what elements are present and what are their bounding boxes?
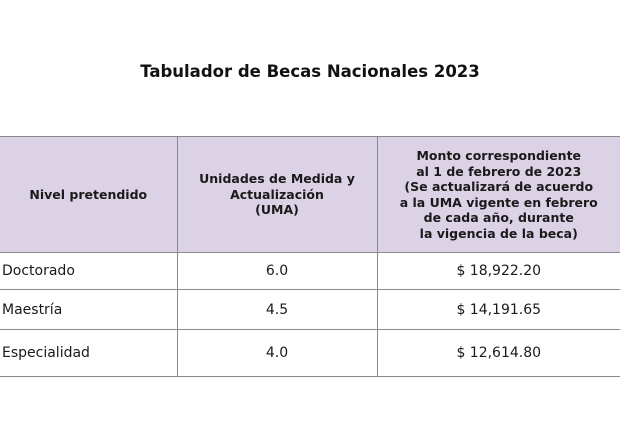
header-monto: Monto correspondiente al 1 de febrero de… <box>376 136 620 253</box>
cell-uma: 6.0 <box>177 252 378 290</box>
header-line: Nivel pretendido <box>29 186 148 202</box>
table-row: Especialidad 4.0 $ 12,614.80 <box>0 329 620 377</box>
cell-uma: 4.5 <box>177 289 378 330</box>
header-line: al 1 de febrero de 2023 <box>416 163 582 179</box>
cell-nivel: Doctorado <box>0 252 178 290</box>
table-row: Doctorado 6.0 $ 18,922.20 <box>0 252 620 290</box>
header-line: Unidades de Medida y <box>199 171 355 187</box>
cell-uma: 4.0 <box>177 329 378 377</box>
cell-nivel: Maestría <box>0 289 178 330</box>
page-title: Tabulador de Becas Nacionales 2023 <box>140 62 480 81</box>
header-line: (UMA) <box>255 202 299 218</box>
cell-monto: $ 12,614.80 <box>377 329 620 377</box>
header-line: Actualización <box>230 186 324 202</box>
header-uma: Unidades de Medida y Actualización (UMA) <box>176 136 378 253</box>
header-nivel-pretendido: Nivel pretendido <box>0 136 178 253</box>
header-line: (Se actualizará de acuerdo <box>404 179 594 194</box>
becas-table: Nivel pretendido Unidades de Medida y Ac… <box>0 136 620 377</box>
header-line: de cada año, durante <box>423 210 574 225</box>
header-line: la vigencia de la beca) <box>419 225 578 241</box>
cell-monto: $ 14,191.65 <box>377 289 620 330</box>
cell-nivel: Especialidad <box>0 329 178 377</box>
header-line: a la UMA vigente en febrero <box>399 194 598 210</box>
table-header-row: Nivel pretendido Unidades de Medida y Ac… <box>0 136 620 253</box>
header-line: Monto correspondiente <box>416 148 582 163</box>
table-row: Maestría 4.5 $ 14,191.65 <box>0 289 620 330</box>
cell-monto: $ 18,922.20 <box>377 252 620 290</box>
